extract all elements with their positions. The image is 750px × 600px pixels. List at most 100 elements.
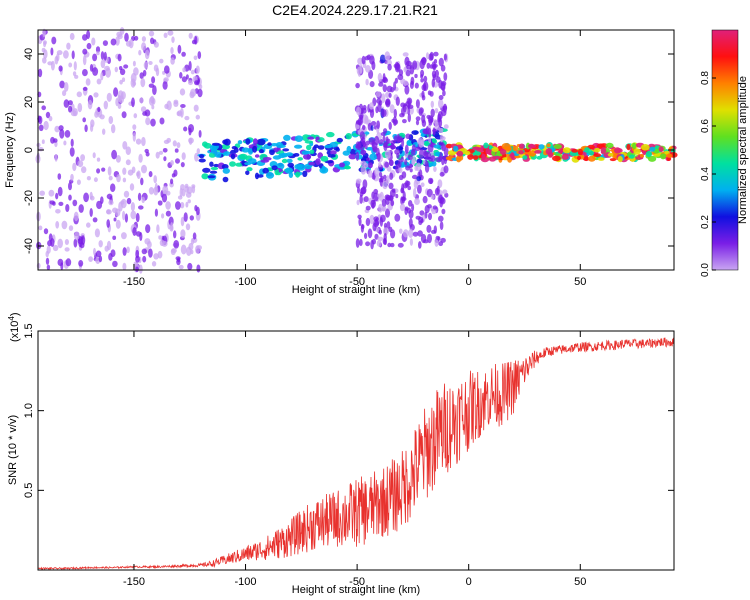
spectrogram-cell — [382, 76, 388, 82]
spectrogram-cell — [177, 195, 183, 200]
spectrogram-cell — [364, 115, 369, 125]
spectrogram-cell — [430, 100, 434, 108]
spectrogram-cell — [653, 153, 661, 157]
spectrogram-cell — [336, 137, 343, 143]
spectrogram-cell — [402, 229, 409, 238]
spectrogram-cell — [427, 233, 432, 244]
spectrogram-cell — [411, 174, 418, 180]
spectrogram-cell — [179, 88, 186, 96]
spectrogram-cell — [83, 192, 89, 203]
spectrogram-cell — [100, 51, 105, 60]
spectrogram-cell — [98, 255, 103, 263]
spectrogram-cell — [132, 60, 136, 67]
spectrogram-cell — [344, 166, 351, 170]
spectrogram-cell — [379, 54, 386, 64]
spectrogram-cell — [413, 188, 417, 198]
spectrogram-cell — [369, 81, 375, 88]
spectrogram-cell — [139, 72, 144, 79]
spectrogram-cell — [96, 200, 103, 210]
spectrogram-cell — [80, 154, 85, 162]
spectrogram-cell — [423, 82, 427, 92]
spectrogram-cell — [119, 68, 126, 76]
spectrogram-cell — [419, 148, 424, 159]
spectrogram-cell — [345, 133, 352, 140]
spectrogram-cell — [326, 131, 335, 138]
spectrogram-cell — [443, 53, 447, 61]
spectrogram-cell — [666, 153, 673, 158]
spectrogram-cell — [195, 114, 200, 120]
spectrogram-cell — [184, 115, 190, 121]
spectrogram-cell — [159, 58, 164, 64]
spectrogram-cell — [396, 152, 400, 159]
spectrogram-cell — [388, 121, 392, 130]
spectrogram-cell — [432, 205, 437, 210]
spectrogram-cell — [381, 93, 386, 104]
spectrogram-cell — [38, 225, 43, 231]
spectrogram-cell — [151, 76, 156, 84]
spectrogram-cell — [110, 38, 117, 46]
spectrogram-cell — [609, 158, 617, 162]
spectrogram-cell — [393, 108, 397, 118]
spectrogram-cell — [123, 64, 129, 69]
spectrogram-cell — [369, 153, 378, 161]
spectrogram-cell — [364, 232, 368, 239]
spectrogram-cell — [388, 159, 394, 166]
spectrogram-cell — [390, 242, 395, 248]
spectrogram-cell — [117, 90, 124, 100]
snr-frame — [37, 330, 675, 571]
spectrogram-cell — [384, 161, 390, 168]
spectrogram-cell — [161, 193, 168, 203]
spectrogram-cell — [130, 72, 137, 83]
spectrogram-cell — [69, 32, 75, 41]
spectrogram-cell — [405, 64, 412, 70]
spectrogram-cell — [562, 147, 571, 154]
spectrogram-cell — [187, 199, 191, 204]
spectrogram-cell — [78, 260, 84, 267]
spectrogram-cell — [561, 154, 569, 160]
spectrogram-cell — [365, 205, 371, 211]
spectrogram-cell — [421, 119, 427, 127]
spectrogram-cell — [180, 216, 185, 227]
spectrogram-cell — [184, 185, 189, 193]
colorbar-tick-label: 0.4 — [700, 167, 711, 181]
spectrogram-cell — [411, 130, 419, 136]
spectrogram-cell — [355, 82, 360, 89]
spectrogram-cell — [190, 238, 195, 245]
spectrogram-cell — [231, 146, 237, 150]
spectrogram-cell — [593, 153, 602, 158]
spectrogram-cell — [202, 167, 211, 173]
spectrogram-cell — [294, 164, 303, 170]
spectrogram-cell — [302, 170, 308, 177]
spectrogram-cell — [191, 185, 196, 194]
spectrogram-cell — [138, 205, 144, 210]
spectrogram-cell — [42, 57, 47, 64]
spectrogram-cell — [92, 217, 98, 223]
spectrogram-cell — [181, 51, 186, 57]
spectrogram-cell — [135, 266, 139, 273]
spectrogram-cell — [427, 90, 432, 96]
spectrogram-cell — [438, 98, 444, 109]
spectrogram-cell — [367, 228, 373, 239]
spectrogram-cell — [68, 105, 73, 113]
snr-ylabel: SNR (10 * v/v) — [7, 415, 19, 485]
spectrogram-cell — [116, 174, 121, 183]
spectrogram-cell — [271, 165, 278, 171]
spectrogram-cell — [95, 250, 102, 258]
spectrogram-cell — [190, 88, 197, 97]
spectrogram-cell — [61, 220, 68, 230]
spectrogram-cell — [321, 165, 326, 173]
spectrogram-cell — [418, 108, 423, 116]
spectrogram-cell — [121, 77, 126, 82]
spectrogram-cell — [443, 165, 449, 174]
spectrogram-cell — [112, 207, 118, 214]
spectrogram-cell — [518, 143, 525, 149]
spectrogram-cell — [156, 224, 160, 234]
spectrogram-cell — [380, 175, 384, 183]
spectrogram-cell — [295, 171, 301, 178]
spectrogram-cell — [189, 215, 194, 221]
spectrogram-cell — [132, 132, 136, 142]
spectrogram-cell — [72, 162, 77, 172]
spectrogram-cell — [607, 152, 614, 157]
spectrogram-cell — [142, 255, 147, 263]
spectrogram-cell — [92, 67, 99, 76]
